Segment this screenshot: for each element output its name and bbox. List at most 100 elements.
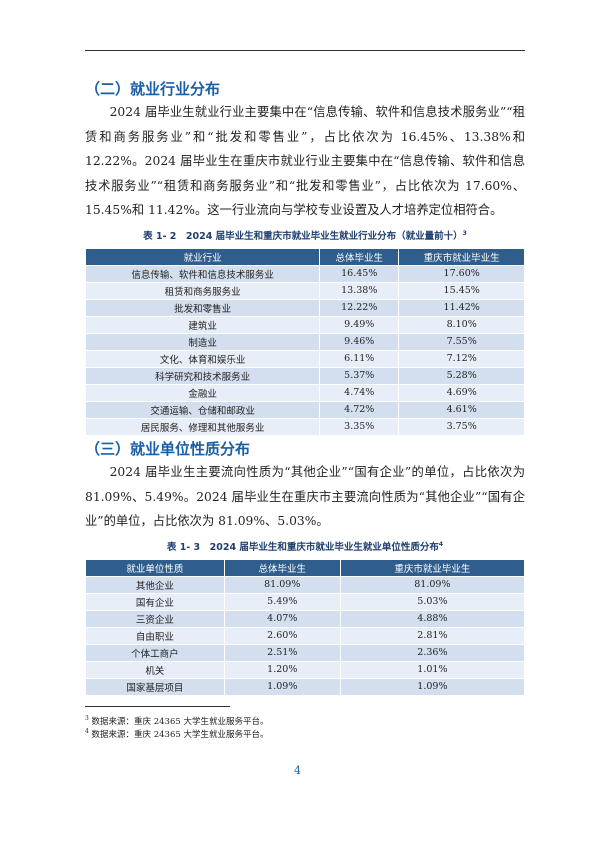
table-cell: 1.09% bbox=[223, 677, 341, 696]
table-row: 信息传输、软件和信息技术服务业 16.45% 17.60% bbox=[84, 264, 525, 283]
table-cell: 2.81% bbox=[339, 626, 526, 645]
table-row: 居民服务、修理和其他服务业 3.35% 3.75% bbox=[84, 417, 525, 436]
column-header: 就业行业 bbox=[84, 247, 321, 266]
table-cell: 其他企业 bbox=[85, 575, 225, 594]
footnote-rule bbox=[85, 706, 230, 707]
page-number: 4 bbox=[294, 764, 301, 777]
table-cell: 4.74% bbox=[319, 383, 400, 402]
footnote-ref: 4 bbox=[438, 540, 444, 548]
table-cell: 7.12% bbox=[398, 349, 525, 368]
table-cell: 9.49% bbox=[319, 315, 400, 334]
column-header: 就业单位性质 bbox=[85, 558, 225, 577]
table-row: 三资企业 4.07% 4.88% bbox=[85, 609, 526, 628]
section-heading: （三）就业单位性质分布 bbox=[85, 440, 251, 458]
table-cell: 批发和零售业 bbox=[84, 298, 321, 317]
table-row: 自由职业 2.60% 2.81% bbox=[85, 626, 526, 645]
table-cell: 自由职业 bbox=[85, 626, 225, 645]
table-row: 金融业 4.74% 4.69% bbox=[84, 383, 525, 402]
data-table: 就业行业 总体毕业生 重庆市就业毕业生 信息传输、软件和信息技术服务业 16.45% 17… bbox=[84, 247, 525, 436]
section-heading: （二）就业行业分布 bbox=[85, 80, 221, 98]
table-cell: 1.09% bbox=[339, 677, 526, 696]
table-cell: 国家基层项目 bbox=[85, 677, 225, 696]
header-rule bbox=[85, 50, 525, 51]
table-cell: 建筑业 bbox=[84, 315, 321, 334]
table-row: 文化、体育和娱乐业 6.11% 7.12% bbox=[84, 349, 525, 368]
table-row: 交通运输、仓储和邮政业 4.72% 4.61% bbox=[84, 400, 525, 419]
table-cell: 机关 bbox=[85, 660, 225, 679]
table-cell: 居民服务、修理和其他服务业 bbox=[84, 417, 321, 436]
paragraph: 2024 届毕业生就业行业主要集中在“信息传输、软件和信息技术服务业”“租赁和商… bbox=[85, 105, 525, 217]
column-header: 重庆市就业毕业生 bbox=[339, 558, 526, 577]
table-row: 其他企业 81.09% 81.09% bbox=[85, 575, 526, 594]
table-cell: 文化、体育和娱乐业 bbox=[84, 349, 321, 368]
table-cell: 17.60% bbox=[398, 264, 525, 283]
footnote-text: 数据来源：重庆 24365 大学生就业服务平台。 bbox=[91, 716, 269, 727]
table-cell: 1.01% bbox=[339, 660, 526, 679]
table-cell: 5.49% bbox=[223, 592, 341, 611]
table-row: 国有企业 5.49% 5.03% bbox=[85, 592, 526, 611]
table-cell: 1.20% bbox=[223, 660, 341, 679]
table-cell: 3.75% bbox=[398, 417, 525, 436]
footnote-number: 4 bbox=[85, 728, 89, 735]
paragraph: 2024 届毕业生主要流向性质为“其他企业”“国有企业”的单位，占比依次为 81… bbox=[85, 465, 525, 528]
table-cell: 4.88% bbox=[339, 609, 526, 628]
table-cell: 16.45% bbox=[319, 264, 400, 283]
table-cell: 2.60% bbox=[223, 626, 341, 645]
table-cell: 信息传输、软件和信息技术服务业 bbox=[84, 264, 321, 283]
table-row: 制造业 9.46% 7.55% bbox=[84, 332, 525, 351]
table-cell: 5.03% bbox=[339, 592, 526, 611]
table-cell: 科学研究和技术服务业 bbox=[84, 366, 321, 385]
table-row: 科学研究和技术服务业 5.37% 5.28% bbox=[84, 366, 525, 385]
table-row: 建筑业 9.49% 8.10% bbox=[84, 315, 525, 334]
table-cell: 交通运输、仓储和邮政业 bbox=[84, 400, 321, 419]
table-row: 批发和零售业 12.22% 11.42% bbox=[84, 298, 525, 317]
table-cell: 金融业 bbox=[84, 383, 321, 402]
table-cell: 2.36% bbox=[339, 643, 526, 662]
table-cell: 2.51% bbox=[223, 643, 341, 662]
footnote: 4 数据来源：重庆 24365 大学生就业服务平台。 bbox=[85, 725, 268, 742]
column-header: 总体毕业生 bbox=[223, 558, 341, 577]
table-cell: 国有企业 bbox=[85, 592, 225, 611]
table-row: 个体工商户 2.51% 2.36% bbox=[85, 643, 526, 662]
table-cell: 12.22% bbox=[319, 298, 400, 317]
footnote-ref: 3 bbox=[462, 229, 467, 237]
table-cell: 7.55% bbox=[398, 332, 525, 351]
section: （三）就业单位性质分布 2024 届毕业生主要流向性质为“其他企业”“国有企业”的… bbox=[85, 438, 526, 696]
table-cell: 5.28% bbox=[398, 366, 525, 385]
caption-text: 表 1- 3 2024 届毕业生和重庆市就业毕业生就业单位性质分布 bbox=[166, 541, 439, 553]
table-row: 国家基层项目 1.09% 1.09% bbox=[85, 677, 526, 696]
header-row: 就业单位性质 总体毕业生 重庆市就业毕业生 bbox=[85, 558, 526, 577]
footnote: 3 数据来源：重庆 24365 大学生就业服务平台。 bbox=[85, 712, 268, 729]
table-cell: 4.69% bbox=[398, 383, 525, 402]
table-cell: 4.72% bbox=[319, 400, 400, 419]
table-cell: 4.07% bbox=[223, 609, 341, 628]
caption-text: 表 1- 2 2024 届毕业生和重庆市就业毕业生就业行业分布（就业量前十） bbox=[143, 230, 463, 242]
table-row: 机关 1.20% 1.01% bbox=[85, 660, 526, 679]
header-row: 就业行业 总体毕业生 重庆市就业毕业生 bbox=[84, 247, 525, 266]
table-cell: 租赁和商务服务业 bbox=[84, 281, 321, 300]
table-cell: 15.45% bbox=[398, 281, 525, 300]
column-header: 总体毕业生 bbox=[319, 247, 400, 266]
data-table: 就业单位性质 总体毕业生 重庆市就业毕业生 其他企业 81.09% 81.09% 国有企业 5… bbox=[85, 558, 526, 696]
table-cell: 三资企业 bbox=[85, 609, 225, 628]
table-cell: 8.10% bbox=[398, 315, 525, 334]
table-cell: 11.42% bbox=[398, 298, 525, 317]
footnote-text: 数据来源：重庆 24365 大学生就业服务平台。 bbox=[91, 729, 269, 740]
table-cell: 9.46% bbox=[319, 332, 400, 351]
table-caption: 表 1- 3 2024 届毕业生和重庆市就业毕业生就业单位性质分布4 bbox=[85, 537, 525, 556]
table-row: 租赁和商务服务业 13.38% 15.45% bbox=[84, 281, 525, 300]
table-cell: 6.11% bbox=[319, 349, 400, 368]
section: （二）就业行业分布 2024 届毕业生就业行业主要集中在“信息传输、软件和信息技术… bbox=[84, 78, 525, 436]
table-cell: 4.61% bbox=[398, 400, 525, 419]
table-cell: 个体工商户 bbox=[85, 643, 225, 662]
table-cell: 81.09% bbox=[339, 575, 526, 594]
footnote-number: 3 bbox=[85, 715, 89, 722]
table-cell: 5.37% bbox=[319, 366, 400, 385]
table-cell: 制造业 bbox=[84, 332, 321, 351]
table-cell: 81.09% bbox=[223, 575, 341, 594]
table-cell: 13.38% bbox=[319, 281, 400, 300]
column-header: 重庆市就业毕业生 bbox=[398, 247, 525, 266]
table-cell: 3.35% bbox=[319, 417, 400, 436]
table-caption: 表 1- 2 2024 届毕业生和重庆市就业毕业生就业行业分布（就业量前十）3 bbox=[85, 226, 525, 245]
